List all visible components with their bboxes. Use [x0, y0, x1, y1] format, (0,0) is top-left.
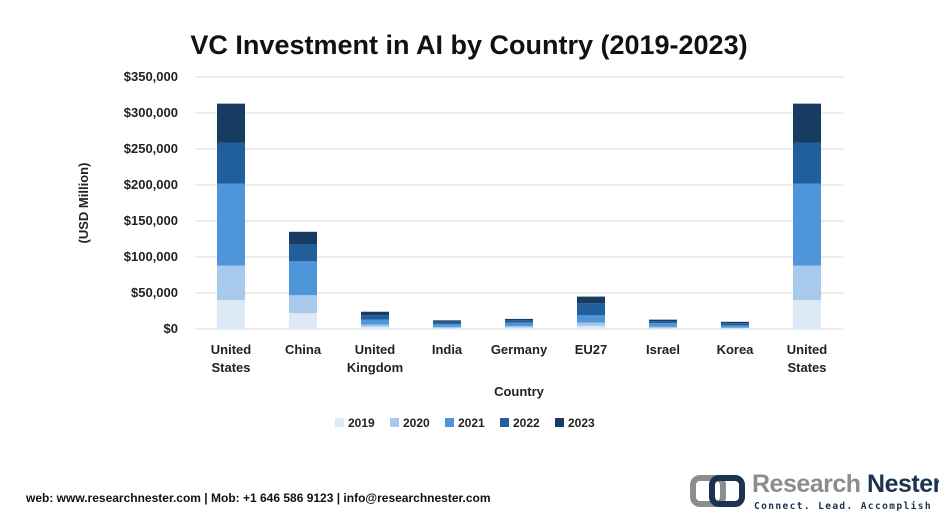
bar-2020 — [505, 326, 533, 328]
x-tick-label: United — [211, 342, 252, 357]
bar-2022 — [361, 315, 389, 320]
bar-2020 — [721, 327, 749, 329]
bar-2020 — [361, 324, 389, 327]
x-tick-label: Germany — [491, 342, 548, 357]
bar-2023 — [289, 231, 317, 245]
bar-2023 — [793, 103, 821, 143]
bar-2023 — [217, 103, 245, 143]
y-tick-label: $350,000 — [124, 69, 178, 84]
bar-2019 — [433, 328, 461, 329]
bar-2022 — [217, 142, 245, 184]
logo-name-part2: Nester — [867, 470, 939, 498]
bar-2019 — [721, 328, 749, 329]
legend-label: 2022 — [513, 416, 540, 430]
bar-2023 — [361, 311, 389, 316]
y-tick-label: $150,000 — [124, 213, 178, 228]
legend-label: 2020 — [403, 416, 430, 430]
logo-name-part1: Research — [752, 470, 861, 498]
bar-2020 — [433, 326, 461, 329]
x-tick-label: China — [285, 342, 322, 357]
bar-2023 — [721, 321, 749, 324]
legend-label: 2021 — [458, 416, 485, 430]
bar-2021 — [649, 323, 677, 327]
bar-2022 — [721, 323, 749, 326]
legend-swatch-2023 — [555, 418, 564, 427]
bar-2022 — [433, 321, 461, 324]
x-tick-label: United — [355, 342, 396, 357]
x-tick-label: United — [787, 342, 828, 357]
bar-2019 — [505, 327, 533, 329]
bar-2022 — [505, 320, 533, 323]
x-tick-label: Korea — [717, 342, 755, 357]
legend-label: 2023 — [568, 416, 595, 430]
bar-2020 — [649, 326, 677, 329]
bar-2022 — [649, 321, 677, 324]
y-tick-label: $300,000 — [124, 105, 178, 120]
bar-2023 — [433, 320, 461, 322]
chart-title: VC Investment in AI by Country (2019-202… — [190, 30, 747, 60]
y-tick-label: $250,000 — [124, 141, 178, 156]
y-tick-label: $200,000 — [124, 177, 178, 192]
bar-2019 — [649, 328, 677, 329]
bar-2020 — [289, 295, 317, 314]
legend-swatch-2020 — [390, 418, 399, 427]
x-tick-label: Kingdom — [347, 360, 403, 375]
x-tick-label: States — [211, 360, 250, 375]
bar-2019 — [217, 300, 245, 329]
logo-icon — [690, 475, 745, 507]
bar-2020 — [793, 265, 821, 301]
logo-tagline: Connect. Lead. Accomplish — [754, 501, 932, 512]
bar-2021 — [217, 183, 245, 266]
bar-2019 — [361, 326, 389, 329]
bar-2022 — [289, 244, 317, 262]
bar-2021 — [433, 323, 461, 327]
y-tick-label: $50,000 — [131, 285, 178, 300]
bar-2021 — [505, 322, 533, 327]
bar-2022 — [577, 303, 605, 316]
bar-2022 — [793, 142, 821, 184]
bar-2021 — [793, 183, 821, 266]
legend-swatch-2019 — [335, 418, 344, 427]
bar-2019 — [577, 326, 605, 329]
bar-2021 — [721, 325, 749, 328]
x-tick-label: EU27 — [575, 342, 608, 357]
legend-swatch-2021 — [445, 418, 454, 427]
bar-2019 — [793, 300, 821, 329]
bar-2021 — [289, 261, 317, 296]
y-axis-label: (USD Million) — [76, 163, 91, 244]
x-tick-label: Israel — [646, 342, 680, 357]
bar-2023 — [505, 318, 533, 321]
x-tick-label: India — [432, 342, 463, 357]
legend-swatch-2022 — [500, 418, 509, 427]
bar-2023 — [649, 319, 677, 322]
research-nester-logo: Research Nester Connect. Lead. Accomplis… — [690, 470, 939, 516]
bar-2020 — [577, 322, 605, 327]
bar-2021 — [577, 315, 605, 323]
x-tick-label: States — [787, 360, 826, 375]
x-axis-label: Country — [494, 384, 545, 399]
y-tick-label: $100,000 — [124, 249, 178, 264]
logo-name: Research Nester — [752, 470, 939, 498]
y-tick-label: $0 — [164, 321, 178, 336]
bar-2020 — [217, 265, 245, 301]
bar-2021 — [361, 319, 389, 325]
bar-2023 — [577, 296, 605, 304]
bar-2019 — [289, 313, 317, 329]
footer-contact: web: www.researchnester.com | Mob: +1 64… — [26, 491, 491, 505]
legend-label: 2019 — [348, 416, 375, 430]
